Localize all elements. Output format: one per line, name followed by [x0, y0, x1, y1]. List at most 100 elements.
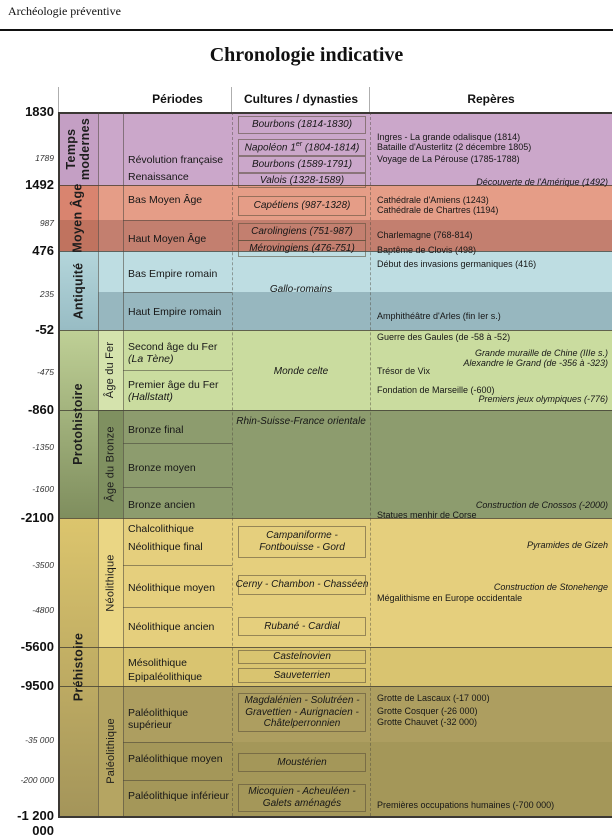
row-band-haut-empire — [98, 292, 612, 330]
row-band-haut-moyen-age — [98, 220, 612, 251]
repere-guerre-des-gaules: Guerre des Gaules (de -58 à -52) — [377, 332, 511, 342]
boundary--2100 — [58, 518, 612, 519]
subboundary--200000 — [123, 780, 232, 781]
culture-carolingiens: Carolingiens (751-987) — [238, 223, 366, 241]
date-label-1789: 1789 — [35, 153, 54, 163]
repere-occupations-humaines: Premières occupations humaines (-700 000… — [377, 800, 555, 810]
periode-second-age-fer: Second âge du Fer (La Tène) — [128, 341, 218, 366]
row-band-mesolithique — [98, 647, 612, 686]
repere-ingres: Ingres - La grande odalisque (1814) — [377, 132, 521, 142]
boundary-1492 — [58, 185, 612, 186]
subera-label-neolithique: Néolithique — [104, 553, 117, 612]
culture-valois: Valois (1328-1589) — [238, 173, 366, 188]
era-label-prehistoire: Préhistoire — [71, 632, 86, 702]
culture-sauveterrien: Sauveterrien — [238, 668, 366, 683]
repere-cathedrale-chartres: Cathédrale de Chartres (1194) — [377, 205, 499, 215]
subera-band-bronze — [98, 410, 123, 518]
repere-grotte-lascaux: Grotte de Lascaux (-17 000) — [377, 693, 490, 703]
date-label-476: 476 — [32, 243, 54, 258]
periode-epipaleolithique: Epipaléolithique — [128, 671, 203, 683]
repere-bapteme-clovis: Baptême de Clovis (498) — [377, 245, 477, 255]
culture-rhin-suisse: Rhin-Suisse-France orientale — [236, 416, 366, 428]
subboundary--35000 — [123, 742, 232, 743]
column-line-cultures — [232, 112, 233, 816]
subboundary--4800 — [123, 607, 232, 608]
boundary--5600 — [58, 647, 612, 648]
subera-band-fer — [98, 330, 123, 410]
repere-cathedrale-amiens: Cathédrale d'Amiens (1243) — [377, 195, 489, 205]
repere-stonehenge: Construction de Stonehenge — [493, 582, 608, 592]
header-separator — [369, 87, 370, 112]
repere-perouse: Voyage de La Pérouse (1785-1788) — [377, 154, 520, 164]
periode-bas-moyen-age: Bas Moyen Âge — [128, 194, 203, 206]
date-label--4800: -4800 — [32, 605, 54, 615]
subboundary--1350 — [123, 443, 232, 444]
boundary--860 — [58, 410, 612, 411]
header-separator — [231, 87, 232, 112]
periode-neolithique-final: Néolithique final — [128, 541, 203, 553]
row-band-paleo-inferieur — [123, 780, 612, 816]
culture-gallo-romains: Gallo-romains — [269, 284, 333, 296]
periode-neolithique-moyen: Néolithique moyen — [128, 582, 215, 594]
repere-statues-menhir: Statues menhir de Corse — [377, 510, 477, 520]
row-band-bas-moyen-age — [98, 185, 612, 220]
subera-label-bronze: Âge du Bronze — [104, 426, 117, 502]
subboundary-235 — [123, 292, 232, 293]
date-label--475: -475 — [36, 367, 54, 377]
date-label--1600: -1600 — [32, 484, 54, 494]
periode-premier-age-fer: Premier âge du Fer (Hallstatt) — [128, 379, 219, 404]
date-label-235: 235 — [39, 289, 54, 299]
date-label--52: -52 — [35, 322, 54, 337]
repere-decouverte-amerique: Découverte de l'Amérique (1492) — [476, 177, 608, 187]
repere-invasions-germaniques: Début des invasions germaniques (416) — [377, 259, 537, 269]
column-header-reperes: Repères — [467, 92, 515, 106]
repere-grotte-cosquer: Grotte Cosquer (-26 000) — [377, 706, 478, 716]
subera-band-neolithique — [98, 518, 123, 647]
date-label-1492: 1492 — [25, 177, 54, 192]
era-label-protohistoire: Protohistoire — [71, 383, 85, 465]
header-divider — [0, 29, 613, 31]
periode-paleolithique-inferieur: Paléolithique inférieur — [128, 790, 229, 802]
era-label-temps-modernes: Temps modernes — [64, 117, 93, 180]
periode-bas-empire: Bas Empire romain — [128, 268, 218, 280]
breadcrumb: Archéologie préventive — [8, 4, 121, 18]
repere-megalithisme: Mégalithisme en Europe occidentale — [377, 593, 523, 603]
era-label-antiquite: Antiquité — [71, 262, 86, 319]
repere-cnossos: Construction de Cnossos (-2000) — [475, 500, 608, 510]
periode-bronze-ancien: Bronze ancien — [128, 499, 196, 511]
date-label--35000: -35 000 — [25, 735, 54, 745]
culture-monde-celte: Monde celte — [273, 366, 329, 378]
repere-alexandre: Alexandre le Grand (de -356 à -323) — [463, 358, 608, 368]
boundary--9500 — [58, 686, 612, 687]
era-band-temps-modernes — [58, 112, 98, 185]
date-label--5600: -5600 — [20, 639, 54, 654]
repere-charlemagne: Charlemagne (768-814) — [377, 230, 473, 240]
subera-label-paleolithique: Paléolithique — [104, 718, 117, 784]
column-header-cultures: Cultures / dynasties — [243, 92, 359, 106]
periode-revolution-francaise: Révolution française — [128, 154, 224, 166]
boundary-bottom — [58, 816, 612, 818]
date-label--200000: -200 000 — [20, 775, 54, 785]
culture-cerny: Cerny - Chambon - Chasséen — [236, 575, 368, 595]
date-label--3500: -3500 — [32, 560, 54, 570]
date-label--1200000: -1 200 000 — [17, 808, 54, 837]
boundary-476 — [58, 251, 612, 252]
date-label-987: 987 — [39, 218, 54, 228]
periode-haut-moyen-age: Haut Moyen Âge — [128, 233, 207, 245]
culture-napoleon: Napoléon 1er (1804-1814) — [238, 139, 366, 156]
column-line-reperes — [370, 112, 371, 816]
row-band-age-bronze — [123, 410, 612, 518]
era-band-moyen-age — [58, 185, 98, 251]
repere-grotte-chauvet: Grotte Chauvet (-32 000) — [377, 717, 478, 727]
subboundary-987 — [123, 220, 232, 221]
repere-austerlitz: Bataille d'Austerlitz (2 décembre 1805) — [377, 142, 532, 152]
repere-muraille-chine: Grande muraille de Chine (IIIe s.) — [474, 348, 608, 358]
column-line-subera — [123, 112, 124, 816]
culture-magdalenien: Magdalénien - Solutréen - Gravettien - A… — [238, 693, 366, 732]
periode-chalcolithique: Chalcolithique — [128, 523, 194, 535]
periode-paleolithique-moyen: Paléolithique moyen — [128, 753, 223, 765]
repere-tresor-vix: Trésor de Vix — [377, 366, 431, 376]
table-left-edge — [58, 112, 60, 816]
column-header-periodes: Périodes — [152, 92, 203, 106]
